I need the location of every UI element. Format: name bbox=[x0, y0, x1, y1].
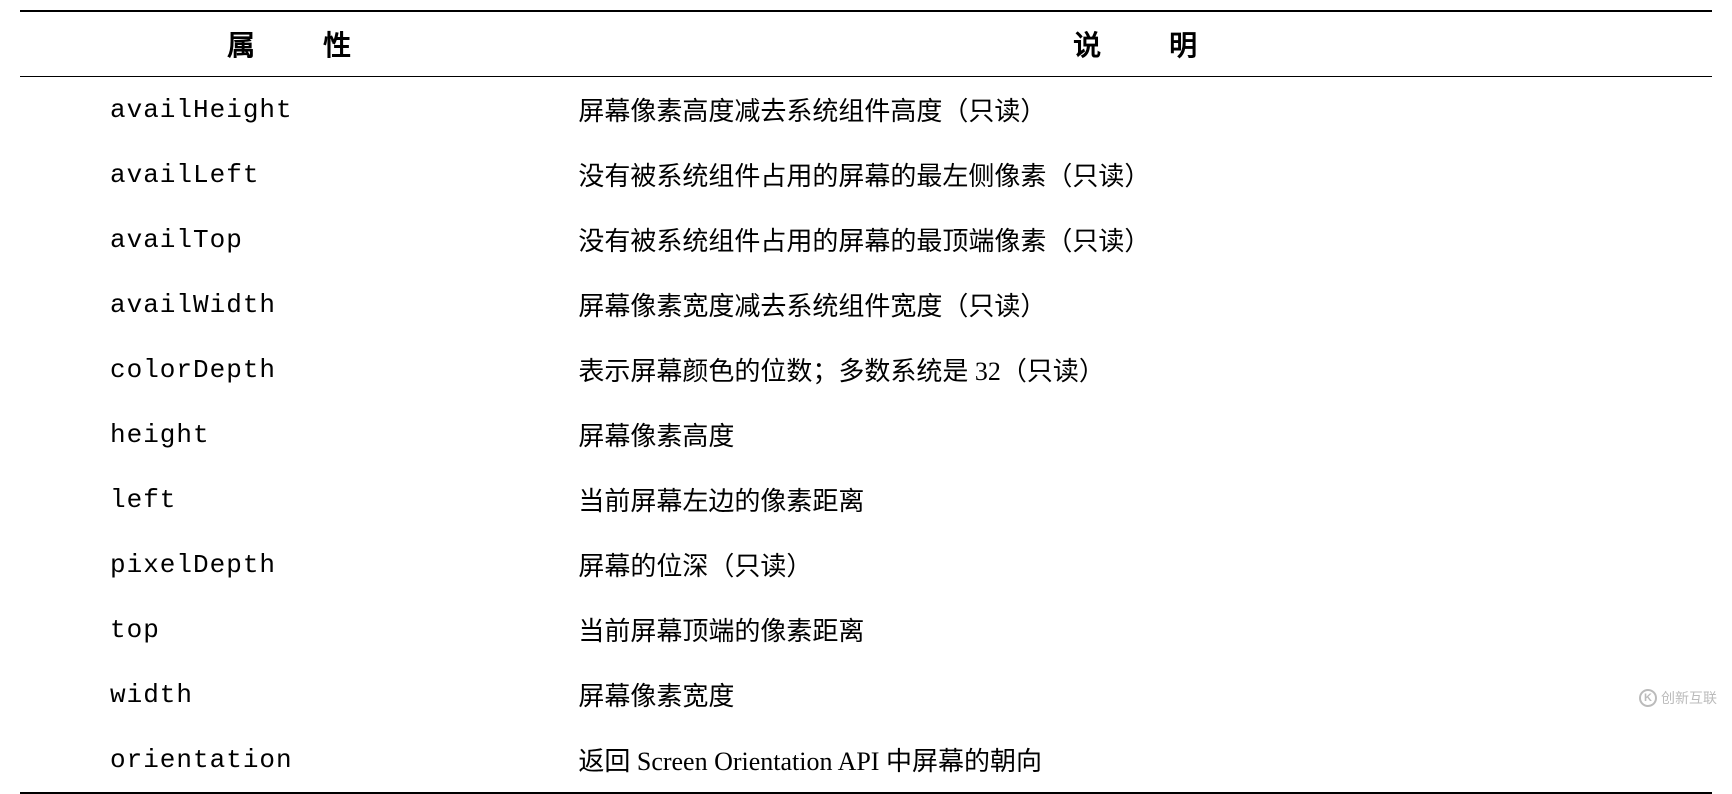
property-description: 屏幕像素宽度减去系统组件宽度（只读） bbox=[578, 272, 1712, 337]
property-description: 没有被系统组件占用的屏幕的最顶端像素（只读） bbox=[578, 207, 1712, 272]
property-name: orientation bbox=[20, 727, 578, 793]
property-description: 当前屏幕左边的像素距离 bbox=[578, 467, 1712, 532]
table-row: availHeight 屏幕像素高度减去系统组件高度（只读） bbox=[20, 77, 1712, 143]
property-description: 返回 Screen Orientation API 中屏幕的朝向 bbox=[578, 727, 1712, 793]
property-name: colorDepth bbox=[20, 337, 578, 402]
watermark-icon: K bbox=[1639, 689, 1657, 707]
table-row: width 屏幕像素宽度 bbox=[20, 662, 1712, 727]
property-name: height bbox=[20, 402, 578, 467]
property-name: pixelDepth bbox=[20, 532, 578, 597]
table-row: availWidth 屏幕像素宽度减去系统组件宽度（只读） bbox=[20, 272, 1712, 337]
property-description: 没有被系统组件占用的屏幕的最左侧像素（只读） bbox=[578, 142, 1712, 207]
property-name: top bbox=[20, 597, 578, 662]
column-header-description: 说 明 bbox=[578, 11, 1712, 77]
property-name: availTop bbox=[20, 207, 578, 272]
properties-table: 属 性 说 明 availHeight 屏幕像素高度减去系统组件高度（只读） a… bbox=[20, 10, 1712, 794]
property-description: 屏幕像素高度 bbox=[578, 402, 1712, 467]
property-name: availWidth bbox=[20, 272, 578, 337]
property-description: 屏幕像素宽度 bbox=[578, 662, 1712, 727]
property-description: 屏幕的位深（只读） bbox=[578, 532, 1712, 597]
property-description: 当前屏幕顶端的像素距离 bbox=[578, 597, 1712, 662]
table-row: availTop 没有被系统组件占用的屏幕的最顶端像素（只读） bbox=[20, 207, 1712, 272]
table-row: orientation 返回 Screen Orientation API 中屏… bbox=[20, 727, 1712, 793]
property-name: left bbox=[20, 467, 578, 532]
table-row: top 当前屏幕顶端的像素距离 bbox=[20, 597, 1712, 662]
table-header-row: 属 性 说 明 bbox=[20, 11, 1712, 77]
table-row: height 屏幕像素高度 bbox=[20, 402, 1712, 467]
property-description: 表示屏幕颜色的位数；多数系统是 32（只读） bbox=[578, 337, 1712, 402]
watermark: K 创新互联 bbox=[1639, 688, 1717, 708]
table-row: colorDepth 表示屏幕颜色的位数；多数系统是 32（只读） bbox=[20, 337, 1712, 402]
property-name: availHeight bbox=[20, 77, 578, 143]
column-header-property: 属 性 bbox=[20, 11, 578, 77]
table-row: availLeft 没有被系统组件占用的屏幕的最左侧像素（只读） bbox=[20, 142, 1712, 207]
property-name: width bbox=[20, 662, 578, 727]
property-name: availLeft bbox=[20, 142, 578, 207]
watermark-text: 创新互联 bbox=[1661, 688, 1717, 708]
table-row: pixelDepth 屏幕的位深（只读） bbox=[20, 532, 1712, 597]
property-description: 屏幕像素高度减去系统组件高度（只读） bbox=[578, 77, 1712, 143]
table-body: availHeight 屏幕像素高度减去系统组件高度（只读） availLeft… bbox=[20, 77, 1712, 794]
table-row: left 当前屏幕左边的像素距离 bbox=[20, 467, 1712, 532]
